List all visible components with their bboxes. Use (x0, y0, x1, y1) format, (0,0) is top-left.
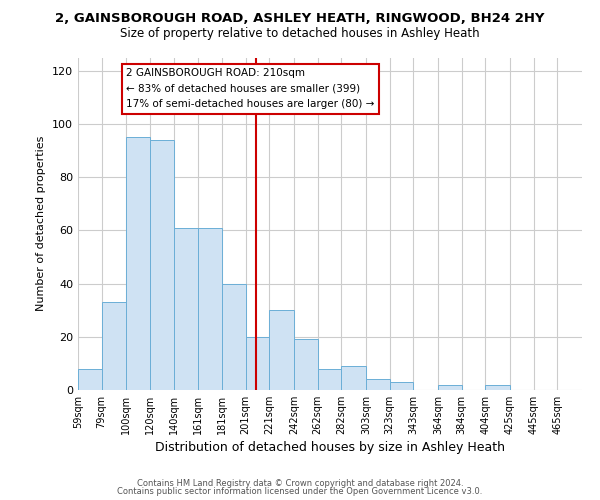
Bar (78, 368, 101, 390)
Text: Contains public sector information licensed under the Open Government Licence v3: Contains public sector information licen… (118, 487, 482, 496)
Bar (269, 310, 294, 390)
Bar (222, 284, 245, 390)
Bar (389, 382, 413, 390)
Bar (150, 140, 173, 390)
Text: Size of property relative to detached houses in Ashley Heath: Size of property relative to detached ho… (120, 28, 480, 40)
Bar (199, 228, 222, 390)
X-axis label: Distribution of detached houses by size in Ashley Heath: Distribution of detached houses by size … (155, 441, 505, 454)
Text: Contains HM Land Registry data © Crown copyright and database right 2024.: Contains HM Land Registry data © Crown c… (137, 478, 463, 488)
Bar (341, 366, 366, 390)
Text: 2, GAINSBOROUGH ROAD, ASHLEY HEATH, RINGWOOD, BH24 2HY: 2, GAINSBOROUGH ROAD, ASHLEY HEATH, RING… (55, 12, 545, 26)
Bar (173, 228, 199, 390)
Bar (485, 384, 510, 390)
Bar (101, 302, 127, 390)
Bar (127, 138, 150, 390)
Bar (317, 368, 341, 390)
Text: 2 GAINSBOROUGH ROAD: 210sqm
← 83% of detached houses are smaller (399)
17% of se: 2 GAINSBOROUGH ROAD: 210sqm ← 83% of det… (127, 68, 375, 110)
Bar (438, 384, 461, 390)
Y-axis label: Number of detached properties: Number of detached properties (37, 136, 46, 312)
Bar (294, 340, 317, 390)
Bar (366, 380, 389, 390)
Bar (245, 337, 269, 390)
